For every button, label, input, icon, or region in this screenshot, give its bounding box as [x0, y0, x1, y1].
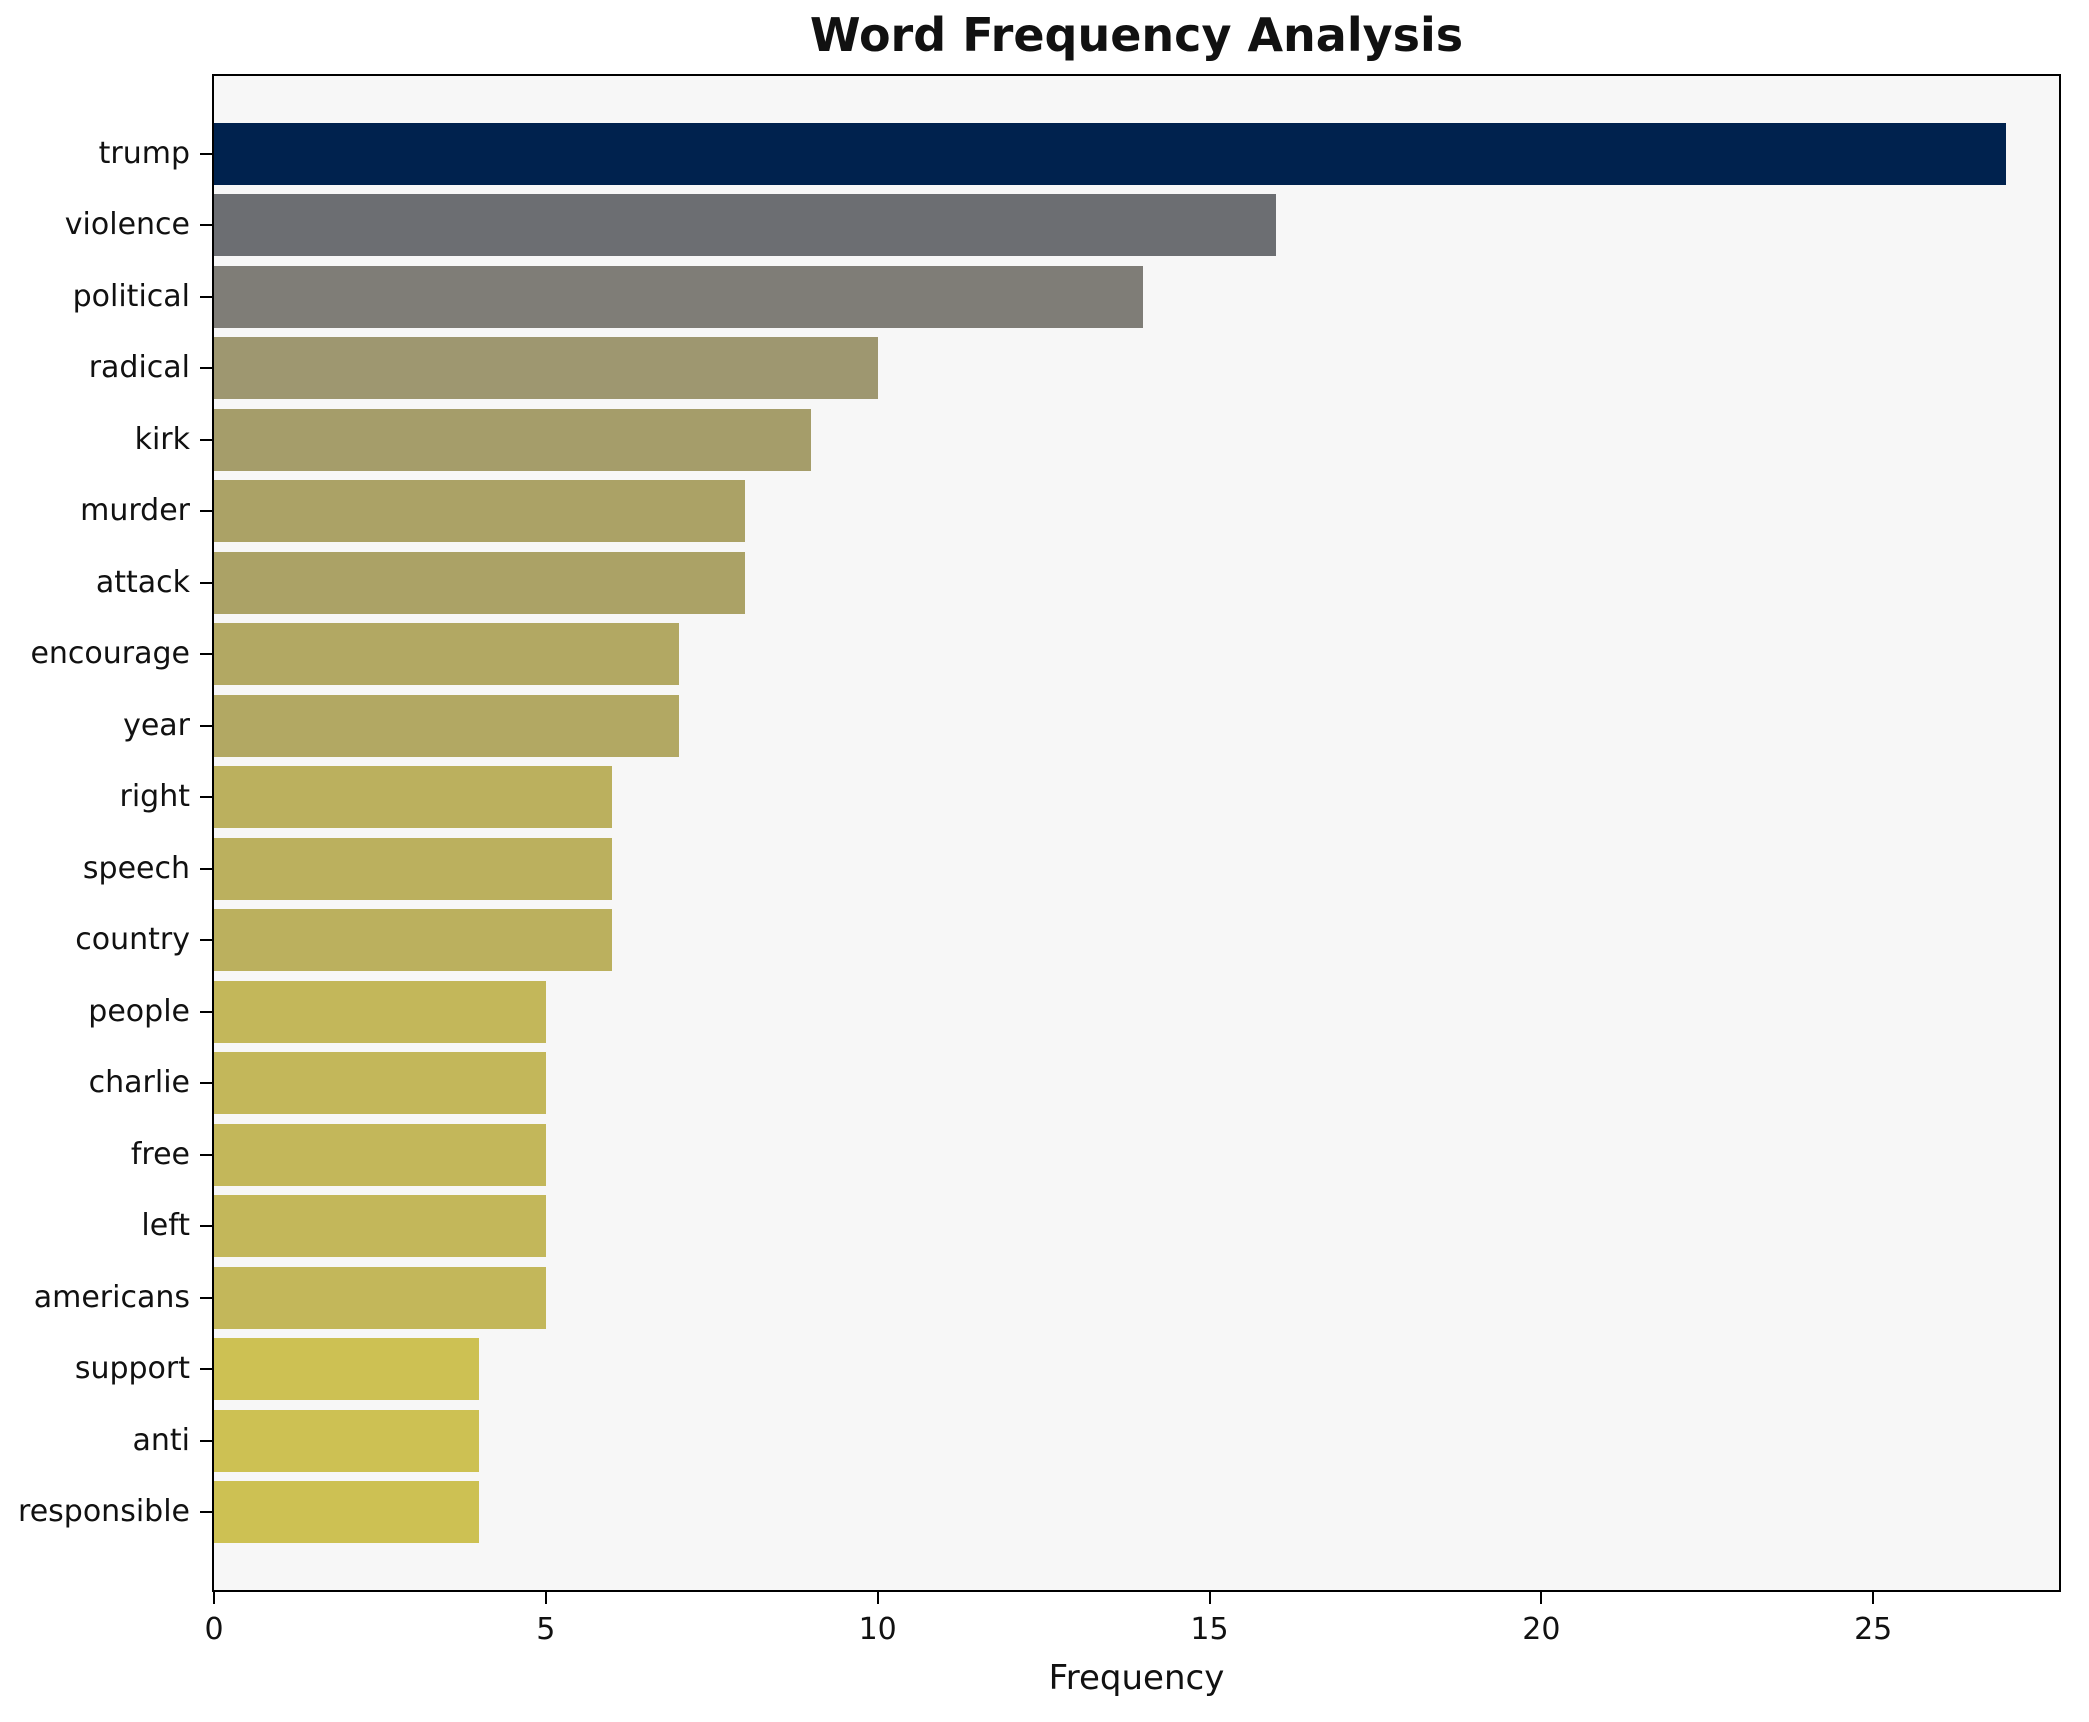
y-tick-mark: [200, 581, 212, 584]
bar-year: [214, 694, 679, 757]
y-tick-mark: [200, 1368, 212, 1371]
y-tick-label: encourage: [30, 636, 190, 672]
bar-free: [214, 1123, 546, 1186]
bar-right: [214, 766, 613, 829]
bar-speech: [214, 837, 613, 900]
bar-people: [214, 980, 546, 1043]
y-tick-mark: [200, 939, 212, 942]
y-tick-label: charlie: [88, 1065, 190, 1101]
y-tick-mark: [200, 867, 212, 870]
y-tick-mark: [200, 295, 212, 298]
x-tick-mark: [1540, 1592, 1543, 1604]
bar-country: [214, 909, 613, 972]
y-tick-mark: [200, 1153, 212, 1156]
y-tick-mark: [200, 653, 212, 656]
bar-violence: [214, 194, 1276, 257]
x-tick-label: 25: [1854, 1612, 1893, 1647]
bar-americans: [214, 1266, 546, 1329]
y-tick-label: year: [123, 707, 190, 743]
y-tick-mark: [200, 796, 212, 799]
y-tick-label: anti: [132, 1422, 191, 1458]
y-tick-mark: [200, 224, 212, 227]
y-tick-mark: [200, 152, 212, 155]
y-tick-label: trump: [98, 135, 190, 171]
bar-political: [214, 265, 1144, 328]
y-tick-label: people: [88, 993, 190, 1029]
y-tick-label: country: [75, 922, 190, 958]
bar-trump: [214, 122, 2006, 185]
bar-attack: [214, 551, 745, 614]
x-tick-mark: [1208, 1592, 1211, 1604]
bar-encourage: [214, 623, 679, 686]
bar-radical: [214, 337, 878, 400]
x-tick-mark: [876, 1592, 879, 1604]
chart-plot-area: [212, 74, 2061, 1592]
x-tick-mark: [213, 1592, 215, 1604]
x-tick-label: 0: [204, 1612, 224, 1647]
bar-kirk: [214, 408, 812, 471]
y-tick-mark: [200, 367, 212, 370]
y-tick-mark: [200, 724, 212, 727]
x-tick-label: 10: [858, 1612, 897, 1647]
y-tick-label: murder: [80, 493, 190, 529]
y-tick-mark: [200, 510, 212, 513]
y-tick-mark: [200, 1010, 212, 1013]
y-tick-label: free: [130, 1136, 190, 1172]
x-tick-label: 20: [1522, 1612, 1561, 1647]
x-tick-mark: [1872, 1592, 1875, 1604]
y-tick-label: attack: [95, 564, 190, 600]
y-tick-label: speech: [82, 850, 190, 886]
bar-anti: [214, 1409, 480, 1472]
bar-responsible: [214, 1481, 480, 1544]
y-tick-mark: [200, 438, 212, 441]
y-tick-label: responsible: [18, 1494, 190, 1530]
y-tick-mark: [200, 1225, 212, 1228]
y-tick-label: support: [74, 1351, 190, 1387]
y-tick-label: right: [119, 779, 191, 815]
y-tick-label: violence: [64, 207, 190, 243]
y-tick-label: kirk: [134, 421, 190, 457]
bar-murder: [214, 480, 745, 543]
y-tick-label: left: [141, 1208, 190, 1244]
x-tick-label: 5: [536, 1612, 556, 1647]
bar-left: [214, 1195, 546, 1258]
y-tick-mark: [200, 1439, 212, 1442]
x-axis-label: Frequency: [1048, 1658, 1225, 1698]
x-tick-label: 15: [1190, 1612, 1229, 1647]
chart-title: Word Frequency Analysis: [809, 8, 1464, 62]
y-tick-label: radical: [88, 350, 190, 386]
x-tick-mark: [544, 1592, 547, 1604]
y-tick-label: political: [72, 278, 190, 314]
bar-support: [214, 1338, 480, 1401]
bar-charlie: [214, 1052, 546, 1115]
y-tick-mark: [200, 1296, 212, 1299]
y-tick-mark: [200, 1082, 212, 1085]
y-tick-mark: [200, 1511, 212, 1514]
y-tick-label: americans: [33, 1279, 190, 1315]
